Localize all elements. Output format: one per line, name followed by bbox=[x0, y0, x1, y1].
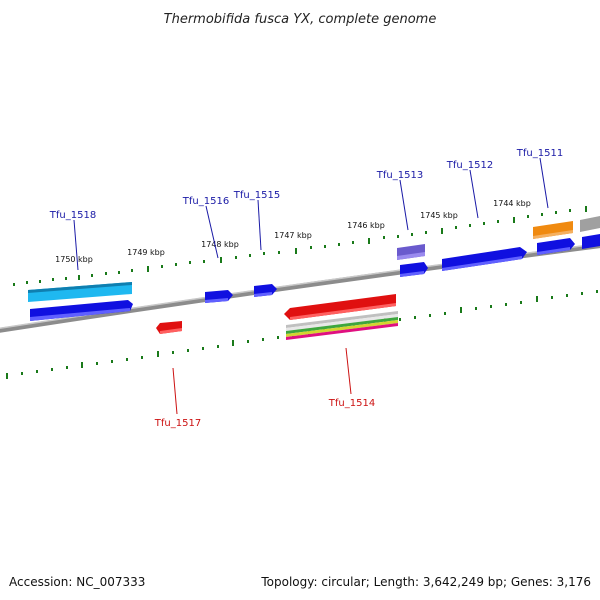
gene-tfu-1517[interactable] bbox=[156, 321, 182, 334]
gene-label-tfu-1511[interactable]: Tfu_1511 bbox=[516, 148, 563, 159]
genome-summary-text: Topology: circular; Length: 3,642,249 bp… bbox=[260, 575, 591, 589]
kbp-label: 1745 kbp bbox=[420, 211, 458, 220]
top-gene-labels: Tfu_1518 Tfu_1516 Tfu_1515 Tfu_1513 Tfu_… bbox=[49, 148, 563, 221]
gene-tfu-1513-rna-feature[interactable] bbox=[397, 244, 425, 260]
kbp-label: 1750 kbp bbox=[55, 255, 93, 264]
gene-tfu-1518-cds[interactable] bbox=[30, 300, 133, 321]
gene-label-tfu-1518[interactable]: Tfu_1518 bbox=[49, 210, 96, 221]
gene-tfu-1516[interactable] bbox=[205, 290, 233, 303]
map-title: Thermobifida fusca YX, complete genome bbox=[164, 12, 437, 27]
gene-tfu-1511-rna-feature[interactable] bbox=[533, 221, 573, 239]
gene-tfu-1512[interactable] bbox=[442, 247, 527, 271]
lower-tick-track bbox=[6, 290, 598, 379]
gene-label-tfu-1515[interactable]: Tfu_1515 bbox=[233, 190, 280, 201]
accession-text: Accession: NC_007333 bbox=[9, 575, 145, 589]
gene-tfu-1511-cds[interactable] bbox=[537, 238, 575, 255]
gene-tfu-1518-rna-feature[interactable] bbox=[28, 282, 132, 302]
bottom-strand-features bbox=[156, 294, 398, 340]
gene-label-tfu-1513[interactable]: Tfu_1513 bbox=[376, 170, 423, 181]
kbp-label: 1744 kbp bbox=[493, 199, 531, 208]
gene-tfu-1513-cds[interactable] bbox=[400, 262, 428, 277]
bottom-label-leaders bbox=[172, 347, 352, 415]
top-label-leaders bbox=[73, 157, 549, 271]
kbp-scale-labels: 1750 kbp 1749 kbp 1748 kbp 1747 kbp 1746… bbox=[55, 199, 531, 264]
gene-partial-right[interactable] bbox=[580, 216, 600, 249]
gene-tfu-1514-cds[interactable] bbox=[284, 294, 396, 320]
kbp-label: 1749 kbp bbox=[127, 248, 165, 257]
gene-tfu-1515[interactable] bbox=[254, 284, 277, 297]
gene-label-tfu-1517[interactable]: Tfu_1517 bbox=[154, 418, 201, 429]
gene-label-tfu-1516[interactable]: Tfu_1516 bbox=[182, 196, 229, 207]
gene-label-tfu-1514[interactable]: Tfu_1514 bbox=[328, 398, 375, 409]
gene-label-tfu-1512[interactable]: Tfu_1512 bbox=[446, 160, 493, 171]
gene-tfu-1514-features[interactable] bbox=[286, 311, 398, 340]
kbp-label: 1747 kbp bbox=[274, 231, 312, 240]
top-strand-features bbox=[28, 216, 600, 321]
bottom-gene-labels: Tfu_1517 Tfu_1514 bbox=[154, 398, 375, 429]
kbp-label: 1746 kbp bbox=[347, 221, 385, 230]
kbp-label: 1748 kbp bbox=[201, 240, 239, 249]
upper-tick-track bbox=[13, 206, 587, 286]
